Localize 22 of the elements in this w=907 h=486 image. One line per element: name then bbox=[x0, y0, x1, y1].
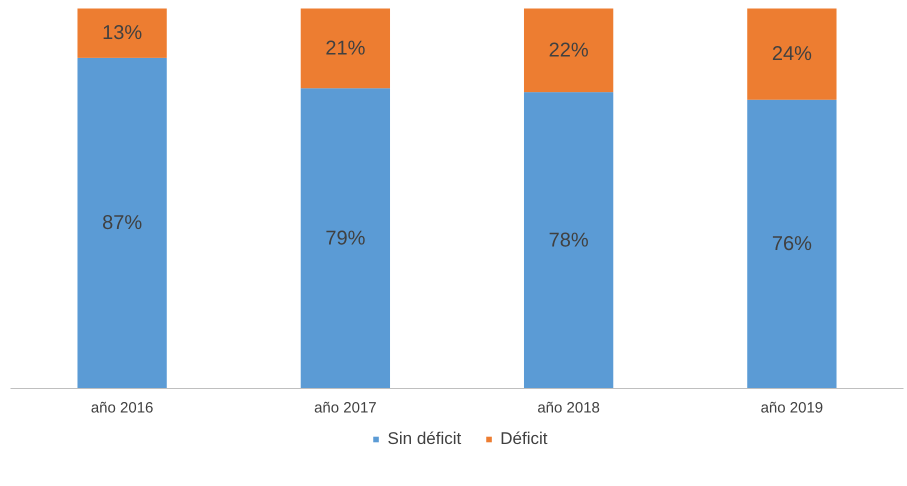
data-label: 87% bbox=[102, 212, 142, 234]
data-label: 13% bbox=[102, 22, 142, 44]
data-label: 21% bbox=[325, 37, 366, 60]
data-label: 76% bbox=[772, 233, 812, 256]
x-tick-label: año 2019 bbox=[760, 400, 824, 416]
data-label: 79% bbox=[325, 227, 366, 250]
data-label: 24% bbox=[772, 43, 812, 66]
bar bbox=[77, 8, 167, 58]
bar bbox=[77, 58, 167, 388]
bar bbox=[524, 92, 614, 388]
x-tick-label: año 2018 bbox=[537, 400, 600, 416]
bar bbox=[524, 8, 614, 92]
bar bbox=[300, 88, 390, 388]
x-tick-label: año 2016 bbox=[90, 400, 154, 416]
bar bbox=[747, 8, 837, 100]
legend-label: Déficit bbox=[500, 429, 548, 449]
data-label: 22% bbox=[548, 39, 589, 62]
x-tick-label: año 2017 bbox=[314, 400, 377, 416]
data-label: 78% bbox=[548, 229, 589, 252]
legend-label: Sin déficit bbox=[388, 429, 462, 449]
bar bbox=[300, 8, 390, 88]
bar bbox=[747, 100, 837, 388]
